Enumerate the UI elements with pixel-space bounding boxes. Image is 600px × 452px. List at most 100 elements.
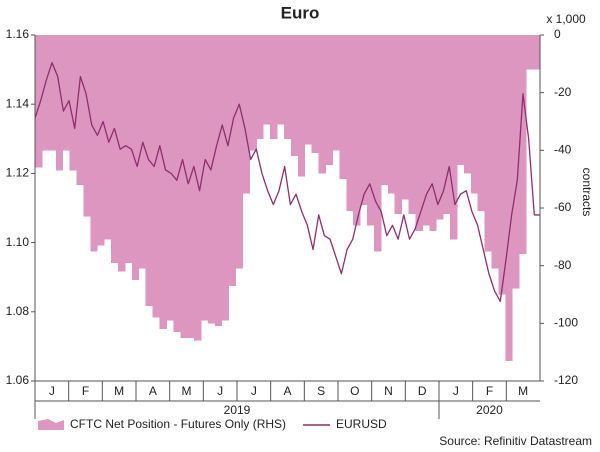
- area-step: [297, 35, 306, 177]
- area-step: [83, 35, 91, 217]
- area-step: [304, 35, 313, 145]
- x-tick-label: J: [453, 384, 459, 398]
- y2-tick-label: -100: [554, 316, 578, 330]
- area-step: [456, 35, 465, 165]
- area-step: [214, 35, 223, 327]
- area-step: [401, 35, 409, 200]
- chart-title: Euro: [281, 3, 320, 22]
- area-step: [290, 35, 299, 157]
- area-step: [159, 35, 167, 330]
- area-step: [380, 35, 389, 185]
- area-step: [194, 35, 202, 341]
- area-step: [415, 35, 423, 232]
- area-step: [97, 35, 105, 246]
- area-step: [491, 35, 499, 269]
- area-step: [463, 35, 472, 174]
- area-step: [470, 35, 479, 194]
- area-step: [373, 35, 382, 252]
- area-step: [90, 35, 98, 252]
- area-step: [387, 35, 396, 194]
- area-step: [62, 35, 70, 151]
- area-step: [228, 35, 237, 286]
- area-step: [152, 35, 160, 318]
- x-tick-label: J: [49, 384, 55, 398]
- y2-tick-label: -120: [554, 373, 578, 387]
- area-step: [353, 35, 361, 226]
- area-step: [436, 35, 444, 220]
- area-step: [187, 35, 195, 338]
- x-tick-label: F: [486, 384, 493, 398]
- area-step: [408, 35, 416, 214]
- x-tick-label: D: [418, 384, 427, 398]
- area-step: [118, 35, 126, 272]
- x-tick-label: O: [350, 384, 359, 398]
- area-step: [429, 35, 437, 232]
- area-step: [138, 35, 147, 269]
- x-tick-label: M: [518, 384, 528, 398]
- area-step: [256, 35, 264, 139]
- area-step: [111, 35, 119, 263]
- source: Source: Refinitiv Datastream: [439, 434, 592, 448]
- area-step: [332, 35, 340, 151]
- area-step: [41, 35, 50, 151]
- area-step: [318, 35, 326, 174]
- area-step: [249, 35, 257, 151]
- area-step: [263, 35, 271, 125]
- year-label: 2020: [476, 403, 503, 417]
- area-step: [346, 35, 354, 211]
- area-step: [166, 35, 174, 321]
- area-step: [505, 35, 513, 361]
- area-step: [450, 35, 458, 240]
- y-tick-label: 1.10: [6, 235, 30, 249]
- x-tick-label: A: [283, 384, 291, 398]
- legend-label: EURUSD: [336, 417, 387, 431]
- area-step: [498, 35, 506, 295]
- y-tick-label: 1.14: [6, 96, 30, 110]
- area-step: [533, 35, 541, 70]
- area-step: [242, 35, 250, 194]
- area-step: [477, 35, 486, 211]
- y2-tick-label: -20: [554, 85, 572, 99]
- area-step: [69, 35, 77, 171]
- x-tick-label: S: [317, 384, 325, 398]
- year-label: 2019: [224, 403, 251, 417]
- area-step: [339, 35, 347, 180]
- x-tick-label: A: [149, 384, 157, 398]
- area-step: [145, 35, 154, 307]
- y2-tick-label: -40: [554, 143, 572, 157]
- area-step: [235, 35, 243, 269]
- area-step: [131, 35, 140, 281]
- y-tick-label: 1.06: [6, 373, 30, 387]
- line-series: [34, 62, 540, 303]
- area-step: [367, 35, 375, 226]
- x-tick-label: J: [251, 384, 257, 398]
- area-step: [484, 35, 492, 252]
- area-step: [76, 35, 84, 185]
- area-step: [48, 35, 57, 151]
- x-tick-label: J: [217, 384, 223, 398]
- area-step: [311, 35, 320, 154]
- area-step: [55, 35, 64, 171]
- y-tick-label: 1.08: [6, 304, 30, 318]
- area-step: [270, 35, 278, 139]
- y2-axis-title: contracts: [580, 168, 594, 217]
- area-step: [173, 35, 181, 332]
- x-tick-label: M: [114, 384, 124, 398]
- x-tick-label: M: [182, 384, 192, 398]
- y2-unit: x 1,000: [546, 12, 586, 26]
- x-tick-label: N: [384, 384, 393, 398]
- area-step: [180, 35, 188, 338]
- area-step: [325, 35, 333, 165]
- legend-swatch: [38, 419, 64, 430]
- area-step: [284, 35, 292, 139]
- y2-tick-label: -60: [554, 200, 572, 214]
- area-step: [512, 35, 520, 289]
- area-step: [526, 35, 534, 70]
- y2-tick-label: -80: [554, 258, 572, 272]
- legend-label: CFTC Net Position - Futures Only (RHS): [70, 417, 286, 431]
- y2-tick-label: 0: [554, 27, 561, 41]
- area-step: [124, 35, 133, 263]
- area-step: [207, 35, 216, 324]
- y-tick-label: 1.16: [6, 27, 30, 41]
